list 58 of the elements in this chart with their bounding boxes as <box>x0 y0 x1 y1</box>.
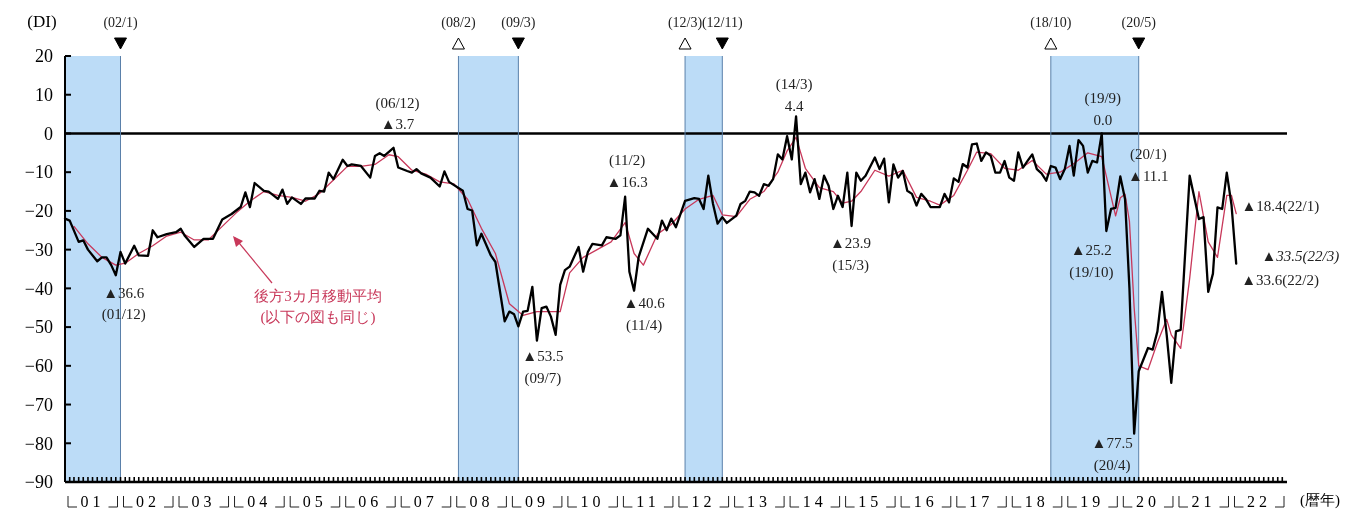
y-tick-label: −30 <box>24 239 53 260</box>
x-tick-label: 11 <box>636 493 660 510</box>
annotation: ▲33.6(22/2) <box>1241 271 1319 289</box>
line-series <box>73 136 1237 371</box>
annotation: (11/2) ▲16.3 <box>606 151 648 190</box>
ref-line-label: (20/5) <box>1121 15 1157 31</box>
x-tick-label: 04 <box>247 493 272 510</box>
x-tick-label: 09 <box>524 493 549 510</box>
x-tick-label: 03 <box>191 493 216 510</box>
x-axis-title: (暦年) <box>1300 492 1340 509</box>
x-tick-label: 19 <box>1080 493 1105 510</box>
ref-line-label: (18/10) <box>1030 15 1072 31</box>
x-tick-label: 14 <box>802 493 827 510</box>
x-tick-label: 20 <box>1135 493 1160 510</box>
x-tick-label: 02 <box>136 493 161 510</box>
x-tick-label: 16 <box>913 493 938 510</box>
x-tick-label: 22 <box>1247 493 1272 510</box>
y-tick-label: −20 <box>24 201 53 222</box>
x-tick-label: 12 <box>691 493 716 510</box>
x-tick-label: 10 <box>580 493 605 510</box>
y-tick-label: 10 <box>35 85 53 106</box>
y-tick-label: −40 <box>24 278 53 299</box>
ref-line-label: (12/3) <box>667 15 703 31</box>
annotation: (19/9) 0.0 <box>1084 90 1122 129</box>
y-tick-label: 20 <box>35 46 53 67</box>
y-tick-label: −80 <box>24 433 53 454</box>
x-tick-label: 06 <box>358 493 383 510</box>
annotation: (以下の図も同じ) <box>260 309 376 326</box>
annotation: ▲25.2 (19/10) <box>1069 242 1114 282</box>
x-tick-label: 01 <box>80 493 105 510</box>
annotation: ▲23.9 (15/3) <box>830 235 872 275</box>
x-tick-label: 08 <box>469 493 494 510</box>
x-tick-label: 21 <box>1191 493 1216 510</box>
annotation: (14/3) 4.4 <box>775 76 813 115</box>
annotation: ▲53.5 (09/7) <box>522 347 564 387</box>
x-tick-label: 05 <box>302 493 327 510</box>
y-tick-label: 0 <box>44 123 53 144</box>
y-tick-label: −10 <box>24 162 53 183</box>
ref-line-label: (02/1) <box>103 15 138 31</box>
x-tick-label: 13 <box>747 493 772 510</box>
y-tick-label: −60 <box>24 356 53 377</box>
x-tick-label: 18 <box>1024 493 1049 510</box>
annotation: (06/12) ▲3.7 <box>375 94 420 132</box>
annotation: ▲40.6 (11/4) <box>623 294 666 334</box>
x-tick-label: 17 <box>969 493 994 510</box>
y-axis-title: (DI) <box>27 12 57 31</box>
annotation: ▲33.5(22/3) <box>1261 248 1340 266</box>
ref-line-label: (12/11) <box>701 15 743 31</box>
y-tick-label: −70 <box>24 394 53 415</box>
y-tick-label: −90 <box>24 472 53 493</box>
text: 後方3カ月移動平均 <box>254 288 382 304</box>
annotation: ▲77.5 (20/4) <box>1091 434 1133 474</box>
x-tick-label: 07 <box>413 493 438 510</box>
x-tick-label: 15 <box>858 493 883 510</box>
ref-line-label: (09/3) <box>501 15 536 31</box>
ref-line-label: (08/2) <box>441 15 476 31</box>
annotation: ▲18.4(22/1) <box>1241 197 1320 215</box>
y-tick-label: −50 <box>24 317 53 338</box>
